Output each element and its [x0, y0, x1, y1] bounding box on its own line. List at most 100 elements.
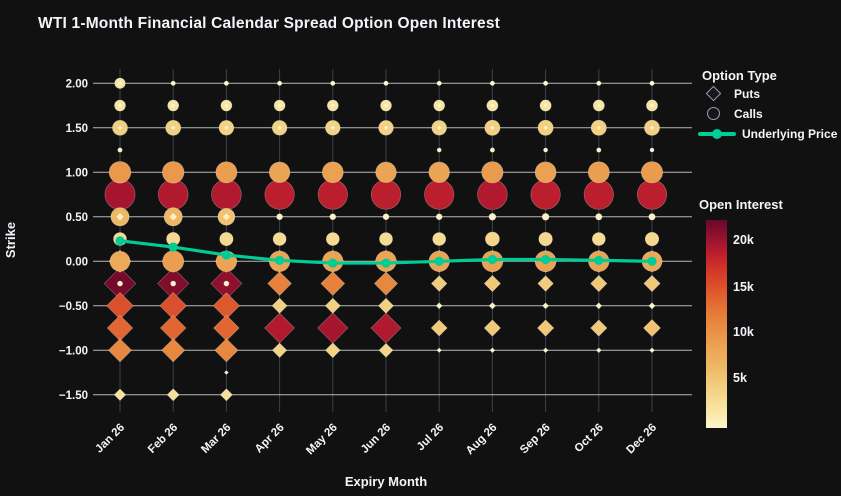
x-tick-label: Apr 26: [253, 422, 287, 456]
put-bubble: [320, 271, 346, 296]
call-bubble: [583, 179, 614, 210]
call-bubble: [648, 213, 656, 221]
put-bubble: [219, 388, 233, 402]
put-bubble: [542, 347, 549, 354]
call-bubble: [424, 179, 455, 210]
underlying-price-marker: [541, 254, 551, 265]
legend-item-calls[interactable]: Calls: [698, 104, 840, 123]
put-bubble: [537, 275, 554, 292]
call-bubble: [432, 232, 447, 246]
call-bubble: [219, 232, 234, 247]
x-tick-label: Jan 26: [93, 422, 127, 456]
put-bubble: [378, 342, 394, 358]
put-bubble: [378, 297, 394, 314]
put-bubble: [117, 103, 123, 108]
call-bubble: [538, 231, 553, 247]
colorbar-tick: 20k: [733, 233, 754, 247]
x-tick-label: Oct 26: [573, 422, 606, 455]
put-bubble: [383, 103, 389, 108]
x-tick-label: Dec 26: [624, 422, 659, 457]
legend-item-underlying-price[interactable]: Underlying Price: [698, 124, 840, 143]
put-bubble: [277, 125, 282, 131]
call-bubble: [530, 179, 561, 210]
call-bubble: [644, 231, 660, 247]
call-bubble: [272, 232, 287, 246]
put-bubble: [483, 319, 501, 337]
call-bubble: [264, 179, 295, 210]
put-bubble: [436, 125, 442, 131]
put-bubble: [430, 275, 448, 292]
call-bubble: [379, 232, 393, 246]
call-bubble: [436, 147, 442, 153]
put-bubble: [107, 338, 133, 363]
put-bubble: [543, 103, 548, 108]
call-bubble: [488, 213, 497, 221]
colorbar-gradient: [706, 220, 727, 428]
colorbar-tick: 5k: [733, 371, 747, 385]
put-bubble: [117, 125, 123, 131]
underlying-price-marker: [381, 258, 391, 268]
put-bubble: [483, 274, 501, 293]
call-bubble: [268, 161, 291, 183]
put-bubble: [271, 342, 288, 358]
put-bubble: [436, 103, 442, 108]
call-bubble: [104, 179, 136, 210]
put-bubble: [277, 103, 282, 108]
put-bubble: [116, 212, 124, 221]
legend-title: Option Type: [702, 68, 777, 83]
y-tick-label: 0.00: [66, 256, 88, 268]
put-bubble: [595, 347, 602, 354]
x-tick-label: Jul 26: [415, 422, 447, 454]
put-bubble: [542, 302, 550, 310]
x-tick-label: Sep 26: [518, 422, 553, 457]
call-bubble: [162, 161, 185, 184]
x-axis-title: Expiry Month: [345, 474, 427, 489]
call-bubble: [543, 147, 549, 153]
put-bubble: [383, 125, 389, 131]
call-bubble: [322, 161, 344, 184]
y-tick-label: 1.00: [66, 167, 88, 179]
legend-item-label: Puts: [734, 86, 761, 101]
y-tick-label: −1.50: [59, 390, 88, 402]
x-tick-label: Jun 26: [359, 422, 393, 456]
put-bubble: [277, 80, 282, 86]
put-bubble: [595, 302, 603, 310]
put-bubble: [488, 302, 497, 310]
x-tick-label: May 26: [304, 422, 340, 458]
put-bubble: [267, 271, 292, 296]
put-bubble: [170, 80, 176, 86]
put-bubble: [330, 103, 336, 108]
y-tick-label: 0.50: [66, 212, 88, 224]
underlying-price-marker: [434, 256, 444, 266]
call-bubble: [157, 179, 189, 210]
x-tick-label: Feb 26: [146, 422, 180, 456]
put-bubble: [596, 125, 602, 131]
put-bubble: [649, 347, 655, 354]
call-bubble: [435, 213, 443, 221]
put-bubble: [370, 312, 402, 344]
call-bubble: [489, 147, 495, 153]
call-bubble: [329, 213, 337, 221]
put-bubble: [537, 319, 555, 337]
underlying-price-marker: [487, 254, 497, 265]
put-bubble: [373, 271, 399, 296]
call-bubble: [223, 280, 230, 287]
y-tick-label: 1.50: [66, 123, 88, 135]
call-bubble: [211, 179, 242, 210]
put-bubble: [324, 342, 341, 359]
put-bubble: [113, 388, 127, 401]
put-bubble: [649, 125, 655, 131]
legend-item-puts[interactable]: Puts: [698, 84, 840, 103]
call-bubble: [477, 179, 508, 210]
call-bubble: [215, 161, 238, 184]
call-bubble: [109, 250, 131, 272]
call-bubble: [595, 213, 603, 221]
call-bubble: [541, 213, 550, 221]
calls-circle-icon: [698, 107, 728, 120]
put-bubble: [643, 274, 661, 293]
call-bubble: [108, 161, 132, 184]
call-bubble: [317, 179, 348, 210]
call-bubble: [276, 213, 283, 221]
